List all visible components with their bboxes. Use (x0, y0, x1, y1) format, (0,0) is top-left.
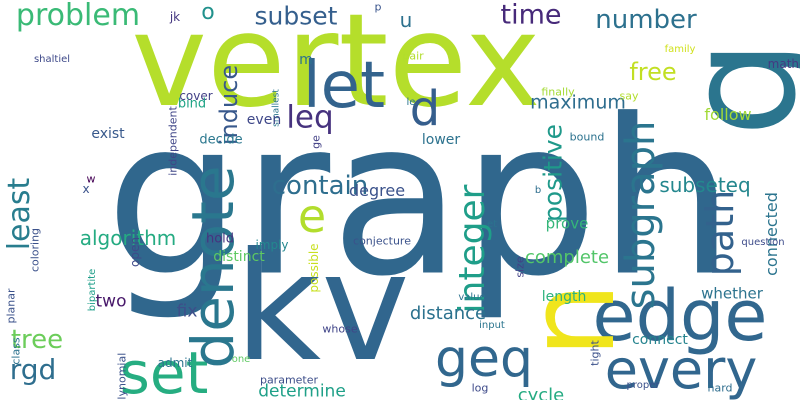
word-89: polynomial (115, 352, 129, 400)
word-54: cover (179, 89, 213, 103)
word-29: o (201, 0, 215, 25)
word-86: class (9, 337, 23, 365)
word-68: b (534, 185, 542, 196)
word-45: follow (704, 105, 752, 124)
word-55: bind (177, 96, 207, 112)
word-75: planar (4, 288, 18, 324)
word-36: degree (348, 181, 406, 200)
word-39: length (541, 289, 587, 305)
word-48: p (374, 0, 382, 14)
word-44: subseteq (659, 173, 751, 197)
word-88: parameter (259, 373, 319, 387)
word-11: d (409, 81, 441, 137)
word-24: free (629, 58, 677, 86)
word-65: bound (569, 130, 605, 144)
word-34: algorithm (79, 226, 177, 250)
word-59: finally (541, 85, 575, 99)
word-4: set (119, 339, 209, 400)
word-72: distinct (213, 249, 265, 265)
word-67: x (82, 182, 90, 196)
word-92: hard (707, 381, 733, 395)
word-74: coloring (28, 227, 42, 273)
word-80: question (741, 237, 785, 248)
word-38: whether (701, 284, 763, 303)
word-66: w (86, 172, 96, 186)
word-33: tree (10, 325, 64, 355)
word-76: bipartite (87, 268, 98, 312)
word-9: let (302, 49, 386, 123)
word-32: cycle (517, 385, 565, 400)
word-7: every (604, 338, 758, 400)
word-61: decide (199, 132, 243, 148)
word-3: kv (234, 221, 410, 395)
word-12: denote (179, 165, 247, 369)
word-16: problem (15, 0, 141, 33)
word-60: say (619, 89, 639, 103)
word-53: shaltiel (33, 54, 71, 65)
word-50: pair (402, 49, 424, 63)
word-28: positive (538, 123, 568, 223)
word-91: proper (626, 380, 660, 391)
word-73: open (128, 237, 142, 267)
word-49: m (299, 52, 313, 68)
word-79: size (513, 256, 527, 278)
word-19: subset (254, 1, 338, 31)
word-41: determine (258, 381, 346, 400)
word-22: contain (271, 171, 369, 201)
word-30: u (399, 8, 413, 32)
word-69: et (486, 219, 498, 230)
word-57: le (406, 97, 416, 108)
word-71: hold (205, 231, 235, 247)
word-62: independent (166, 106, 180, 176)
word-63: even (246, 112, 282, 128)
word-10: e (297, 189, 327, 243)
word-17: time (500, 0, 562, 31)
word-20: leq (286, 99, 334, 136)
word-0: graph (105, 72, 735, 324)
word-58: lower (421, 132, 461, 148)
word-5: geq (434, 329, 534, 389)
word-52: mathcal (767, 57, 800, 71)
word-51: family (664, 44, 696, 55)
word-84: tight (588, 340, 602, 366)
word-27: connected (762, 192, 781, 276)
word-18: number (595, 5, 697, 35)
word-47: jk (169, 10, 181, 24)
word-78: possible (307, 243, 321, 293)
word-42: exist (91, 126, 125, 142)
word-40: distance (409, 303, 487, 324)
word-35: prove (545, 214, 589, 233)
word-82: input (479, 320, 505, 331)
word-1: vertex (131, 0, 541, 136)
word-14: path (698, 189, 742, 277)
word-87: admit (157, 356, 193, 370)
word-26: rgd (9, 353, 57, 386)
word-81: value (458, 292, 486, 303)
word-70: imply (255, 238, 289, 252)
word-25: maximum (530, 91, 626, 114)
word-37: two (95, 291, 127, 312)
word-64: ge (309, 135, 323, 149)
word-85: one (231, 354, 251, 365)
word-83: whose (322, 322, 358, 336)
word-6: edge (592, 275, 768, 357)
word-15: subgraph (618, 120, 664, 310)
word-46: fix (176, 301, 198, 322)
word-90: log (471, 381, 489, 395)
word-31: complete (524, 247, 610, 268)
word-43: connect (632, 332, 688, 348)
word-77: conjecture (353, 234, 411, 248)
